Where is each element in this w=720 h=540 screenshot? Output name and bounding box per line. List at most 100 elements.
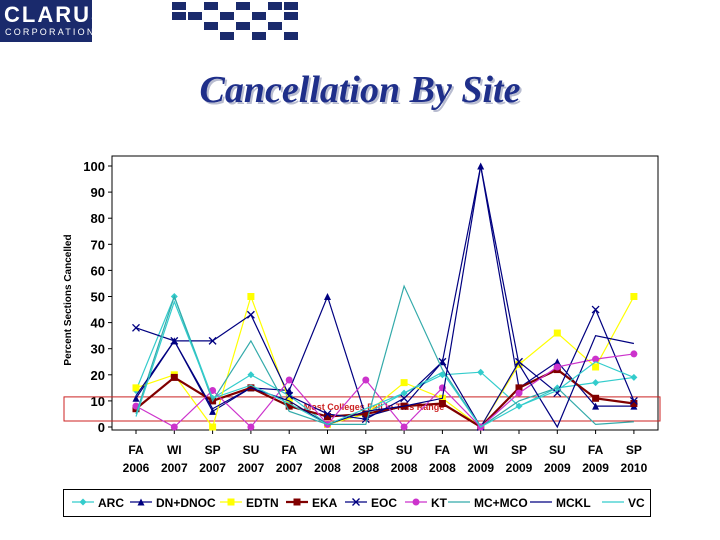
series-vc	[135, 299, 635, 428]
y-tick-label: 40	[91, 316, 105, 331]
x-tick-label-year: 2007	[199, 461, 226, 475]
legend-item: VC	[602, 496, 645, 510]
checker-cell	[172, 12, 186, 20]
company-logo: CLARUS CORPORATION	[0, 0, 106, 42]
x-axis: FA 2006 WI 2007 SP 2007 SU 2007 FA 2007 WI 2008 SP 20…	[123, 430, 648, 475]
series-line	[135, 284, 634, 428]
checker-cell	[268, 22, 282, 30]
series-line	[135, 165, 634, 418]
x-tick-label-year: 2010	[621, 461, 648, 475]
checker-pattern	[172, 2, 298, 40]
x-tick-label: SP	[626, 443, 642, 457]
checker-cell	[220, 12, 234, 20]
checker-cell	[188, 12, 202, 20]
x-tick-label: SU	[396, 443, 413, 457]
data-point	[630, 293, 638, 300]
x-tick-label-year: 2007	[161, 461, 188, 475]
checker-cell	[284, 12, 298, 20]
data-point	[227, 498, 235, 506]
x-tick-label-year: 2008	[314, 461, 341, 475]
data-point	[209, 407, 217, 415]
y-axis: 0 10 20 30 40 50 60 70 80 90 100	[83, 159, 112, 435]
data-point-stroke	[285, 391, 294, 400]
data-point-stroke	[132, 323, 140, 332]
x-tick-label-year: 2008	[429, 461, 456, 475]
checker-cell	[252, 12, 266, 20]
y-tick-label: 20	[91, 368, 105, 383]
checker-cell	[204, 2, 218, 10]
data-point	[137, 498, 145, 506]
data-point	[247, 371, 255, 379]
x-tick-label-year: 2006	[123, 461, 150, 475]
x-tick-label: SP	[205, 443, 221, 457]
legend-item: MCKL	[530, 496, 591, 510]
plot-area	[111, 155, 659, 431]
data-point	[592, 394, 600, 402]
legend-item: EOC	[345, 496, 397, 510]
logo-text: CLARUS	[4, 2, 108, 27]
x-tick-label-year: 2008	[352, 461, 379, 475]
x-tick-label-year: 2007	[276, 461, 303, 475]
checker-cell	[268, 2, 282, 10]
legend-label: KT	[431, 496, 448, 510]
y-tick-label: 50	[91, 290, 105, 305]
y-tick-label: 70	[91, 237, 105, 252]
data-point	[438, 400, 446, 408]
legend-label: VC	[628, 496, 645, 510]
x-tick-label: SU	[243, 443, 260, 457]
legend-item: EDTN	[220, 496, 279, 510]
x-tick-label: WI	[167, 443, 182, 457]
x-tick-label: FA	[435, 443, 451, 457]
data-point	[553, 329, 561, 337]
data-point	[323, 409, 332, 418]
x-tick-label: SU	[549, 443, 566, 457]
x-tick-label: FA	[128, 443, 144, 457]
data-point	[293, 498, 301, 506]
data-point	[132, 394, 140, 402]
series-line	[135, 299, 635, 428]
y-tick-label: 30	[91, 342, 105, 357]
series-line	[135, 368, 635, 429]
data-point	[515, 389, 523, 397]
data-point	[352, 498, 360, 506]
x-tick-label: SP	[358, 443, 374, 457]
data-point	[400, 379, 408, 387]
legend-item: EKA	[286, 496, 338, 510]
legend-label: EDTN	[246, 496, 279, 510]
series-mckl	[135, 165, 635, 429]
data-point-stroke	[352, 498, 360, 506]
y-tick-label: 80	[91, 211, 105, 226]
data-point	[208, 336, 217, 345]
data-point	[629, 396, 638, 405]
legend-item: ARC	[72, 496, 124, 510]
data-point	[132, 384, 140, 392]
data-point	[400, 423, 408, 431]
legend-item: KT	[405, 496, 448, 510]
y-tick-label: 100	[83, 159, 105, 174]
x-tick-label: WI	[320, 443, 335, 457]
logo-subtext: CORPORATION	[5, 27, 96, 37]
data-point-stroke	[208, 336, 217, 345]
series-group	[132, 162, 638, 431]
data-point-stroke	[400, 394, 409, 403]
x-tick-label-year: 2007	[238, 461, 265, 475]
y-tick-label: 60	[91, 263, 105, 278]
page-title: Cancellation By Site	[199, 69, 521, 111]
data-point-stroke	[591, 305, 600, 314]
x-tick-label: FA	[282, 443, 298, 457]
legend-label: MCKL	[556, 496, 591, 510]
series-line	[135, 165, 635, 429]
x-tick-label-year: 2009	[544, 461, 571, 475]
data-point	[591, 305, 600, 314]
data-point-stroke	[629, 396, 638, 405]
legend-item: MC+MCO	[448, 496, 528, 510]
data-point	[170, 373, 178, 381]
data-point	[630, 350, 638, 358]
data-point	[209, 423, 217, 431]
data-point	[630, 400, 638, 408]
data-point-stroke	[246, 310, 255, 319]
data-point	[515, 384, 523, 392]
data-point	[592, 379, 600, 387]
data-point	[246, 310, 255, 319]
data-point	[400, 394, 409, 403]
